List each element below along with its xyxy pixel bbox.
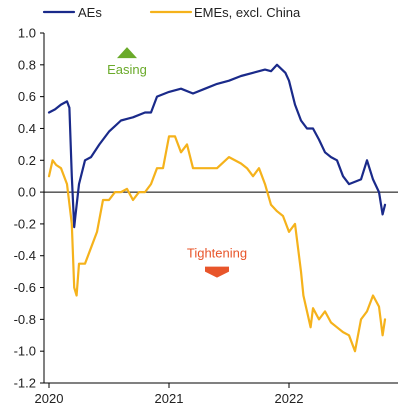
x-tick-label: 2020	[35, 391, 64, 406]
annotations: Easing Tightening	[107, 47, 247, 278]
easing-label: Easing	[107, 62, 147, 77]
legend-label-aes: AEs	[78, 5, 102, 20]
y-tick-label: -0.4	[14, 248, 36, 263]
y-tick-label: 0.6	[18, 89, 36, 104]
x-tick-label: 2022	[275, 391, 304, 406]
series-group	[47, 63, 387, 353]
y-tick-label: -0.6	[14, 280, 36, 295]
easing-triangle-marker	[117, 47, 137, 59]
y-tick-label: 0.4	[18, 121, 36, 136]
y-tick-label: -1.0	[14, 344, 36, 359]
series-line-aes	[47, 63, 387, 229]
tightening-label: Tightening	[187, 246, 247, 261]
y-tick-label: 0.8	[18, 57, 36, 72]
tightening-triangle-marker	[205, 266, 229, 278]
y-tick-label: -1.2	[14, 376, 36, 391]
y-tick-label: -0.8	[14, 312, 36, 327]
x-tick-label: 2021	[155, 391, 184, 406]
legend: AEs EMEs, excl. China	[42, 5, 301, 20]
y-tick-label: 0.2	[18, 153, 36, 168]
y-tick-label: 1.0	[18, 26, 36, 41]
legend-label-emes: EMEs, excl. China	[194, 5, 301, 20]
y-tick-label: 0.0	[18, 185, 36, 200]
y-tick-label: -0.2	[14, 216, 36, 231]
x-axis: 2020 2021 2022	[35, 191, 398, 406]
y-axis: 1.0 0.8 0.6 0.4 0.2 0.0 -0.2 -0.4 -0.6 -0.8 -1.0 -1…	[14, 26, 45, 391]
series-line-emes	[47, 135, 387, 353]
